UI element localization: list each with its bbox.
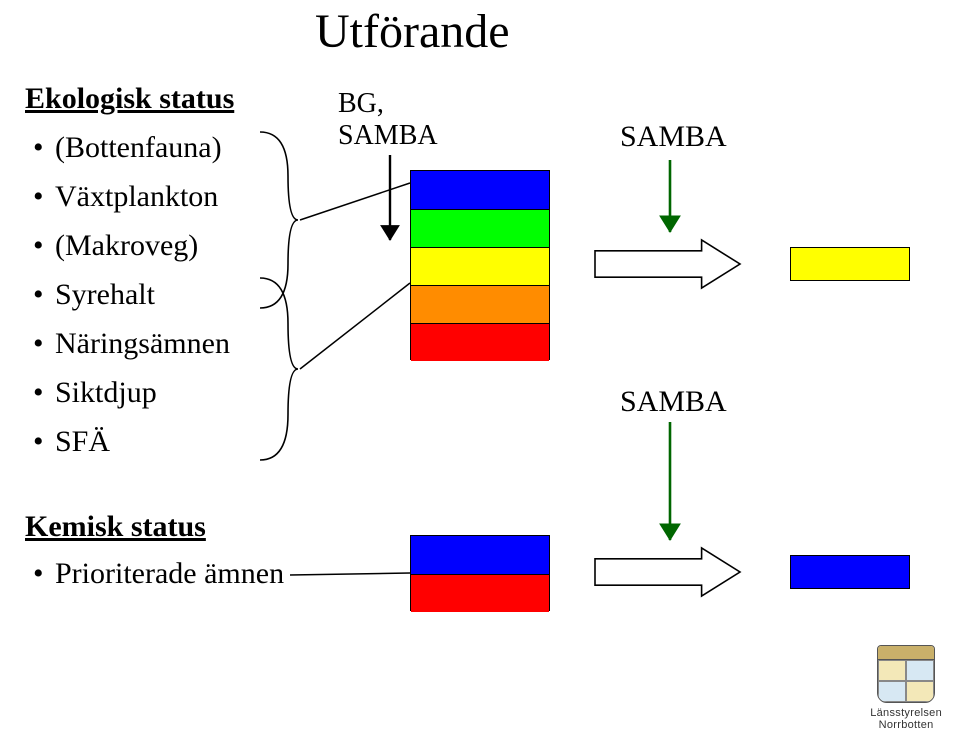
heading-ecological: Ekologisk status bbox=[25, 82, 234, 116]
agency-logo: Länsstyrelsen Norrbotten bbox=[870, 645, 942, 732]
bullet-eco-0: (Bottenfauna) bbox=[55, 131, 222, 165]
stack-cell bbox=[411, 285, 549, 323]
status-stack-ecological bbox=[410, 170, 550, 360]
stack-cell bbox=[411, 171, 549, 209]
bullet-eco-5: Siktdjup bbox=[55, 376, 157, 410]
bullet-eco-4: Näringsämnen bbox=[55, 327, 230, 361]
bullet-eco-2: (Makroveg) bbox=[55, 229, 198, 263]
logo-line1: Länsstyrelsen bbox=[870, 707, 942, 720]
stack-cell bbox=[411, 536, 549, 574]
result-box-0 bbox=[790, 247, 910, 281]
result-box-1 bbox=[790, 555, 910, 589]
bullet-eco-3: Syrehalt bbox=[55, 278, 155, 312]
samba-label-1: SAMBA bbox=[620, 385, 727, 419]
samba-label-0: SAMBA bbox=[620, 120, 727, 154]
top-label: BG, SAMBA bbox=[338, 88, 438, 152]
crest-icon bbox=[877, 645, 935, 703]
stack-cell bbox=[411, 209, 549, 247]
status-stack-chemical bbox=[410, 535, 550, 611]
stack-cell bbox=[411, 323, 549, 361]
bullet-eco-1: Växtplankton bbox=[55, 180, 218, 214]
stack-cell bbox=[411, 247, 549, 285]
top-label-line2: SAMBA bbox=[338, 120, 438, 151]
bullet-eco-6: SFÄ bbox=[55, 425, 110, 459]
top-label-line1: BG, bbox=[338, 88, 384, 119]
bullet-chem-0: Prioriterade ämnen bbox=[55, 557, 284, 591]
slide: Utförande Ekologisk status (Bottenfauna) V… bbox=[0, 0, 960, 742]
logo-line2: Norrbotten bbox=[870, 719, 942, 732]
stack-cell bbox=[411, 574, 549, 612]
heading-chemical: Kemisk status bbox=[25, 510, 206, 544]
slide-title: Utförande bbox=[315, 4, 510, 59]
